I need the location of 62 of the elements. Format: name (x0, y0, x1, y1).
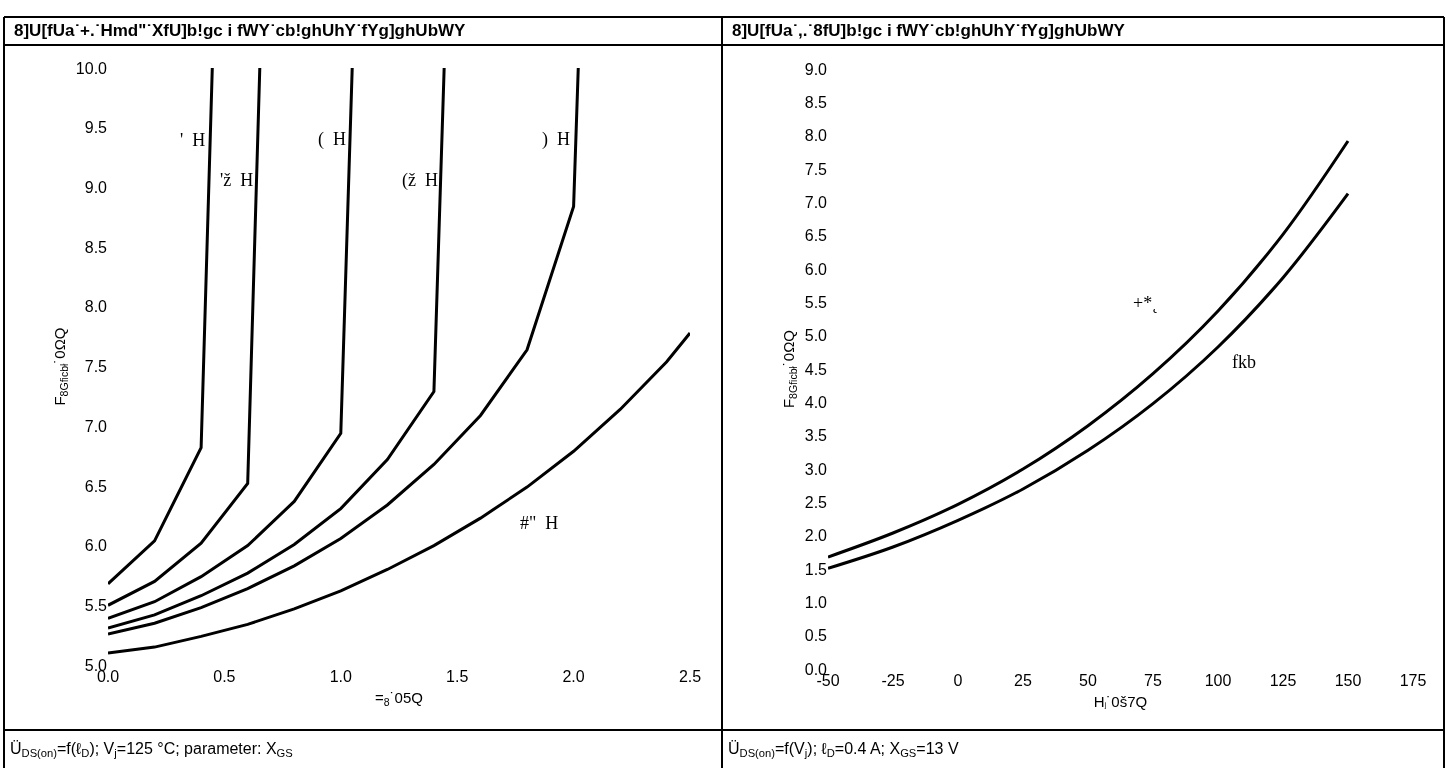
x-tick-label: 1.0 (329, 668, 353, 685)
y-tick-label: 2.0 (804, 527, 828, 545)
y-tick-label: 7.5 (84, 358, 108, 376)
x-tick-label: 50 (1079, 672, 1097, 689)
x-tick-label: 1.5 (446, 668, 469, 685)
x-tick-label: 0 (953, 672, 963, 689)
y-tick-label: 5.5 (84, 596, 108, 614)
line-series (108, 68, 446, 630)
text: Ü$_{DS(on)}$=f(ℓ$_{D}$); V$_{j}$=125 °C; parameter: X$_{GS}$ (10, 740, 293, 760)
x-tick-label: 75 (1144, 672, 1162, 689)
x-tick-label: 2.5 (678, 668, 702, 685)
text: Ü$_{DS(on)}$=f(V$_{j}$); ℓ$_{D}$=0.4 A; X$_{GS}$=13 V (728, 740, 959, 760)
chart-title: 8]U[fUa˙+.˙Hmd"˙XfU]b!gc i fWY˙cb!ghUhY˙fYg]ghUbWY (14, 21, 467, 40)
y-tick-label: 3.0 (804, 460, 828, 478)
y-tick-label: 1.0 (804, 593, 828, 611)
line-series (108, 331, 690, 655)
y-tick-label: 6.0 (804, 260, 828, 278)
y-tick-label: 9.0 (84, 179, 108, 196)
x-tick-label: 100 (1204, 672, 1232, 689)
annotation: ) H (542, 129, 570, 150)
line-series (108, 68, 354, 620)
y-tick-label: 5.0 (804, 327, 828, 345)
x-axis-title: H$_{ʲ}$˙0š7Q (1093, 693, 1148, 713)
y-tick-label: 8.0 (84, 298, 108, 316)
y-tick-label: 7.0 (84, 417, 108, 435)
x-tick-label: 125 (1269, 672, 1297, 689)
y-tick-label: 6.0 (84, 537, 108, 555)
y-tick-label: 8.5 (804, 93, 828, 111)
y-tick-label: 3.5 (804, 427, 828, 445)
x-tick-label: 0.5 (213, 668, 236, 685)
y-tick-label: 10.0 (75, 59, 108, 77)
line-series (108, 68, 580, 636)
y-tick-label: 6.5 (804, 227, 828, 245)
y-tick-label: 9.5 (84, 119, 108, 137)
annotation: +*˛ (1133, 293, 1159, 313)
x-tick-label: 175 (1399, 672, 1427, 689)
y-tick-label: 1.5 (804, 560, 828, 578)
x-axis-title: =$_{8}$˙05Q (375, 689, 423, 709)
y-tick-label: 9.0 (804, 60, 828, 78)
annotation: ( H (318, 129, 346, 150)
y-tick-label: 7.0 (804, 193, 828, 211)
annotation: (ž H (402, 170, 438, 191)
y-tick-label: 4.5 (804, 360, 828, 378)
annotation: #" H (520, 513, 559, 533)
x-tick-label: 150 (1334, 672, 1362, 689)
line-series (108, 68, 262, 607)
x-tick-label: -25 (881, 672, 905, 689)
y-tick-label: 4.0 (804, 393, 828, 411)
annotation: fkb (1232, 352, 1256, 372)
x-tick-label: 2.0 (562, 668, 585, 685)
annotation: ' H (180, 130, 206, 150)
y-tick-label: 8.0 (804, 127, 828, 145)
y-tick-label: 8.5 (84, 238, 108, 256)
chart-title: 8]U[fUa˙,.˙8fU]b!gc i fWY˙cb!ghUhY˙fYg]ghUbWY (732, 21, 1126, 40)
y-tick-label: 7.5 (804, 160, 828, 178)
y-tick-label: 0.5 (804, 627, 828, 645)
y-tick-label: 5.5 (804, 293, 828, 311)
x-tick-label: 25 (1014, 672, 1032, 689)
y-tick-label: 2.5 (804, 493, 828, 511)
line-series (108, 68, 214, 586)
y-tick-label: 6.5 (84, 477, 108, 495)
annotation: 'ž H (220, 170, 254, 190)
